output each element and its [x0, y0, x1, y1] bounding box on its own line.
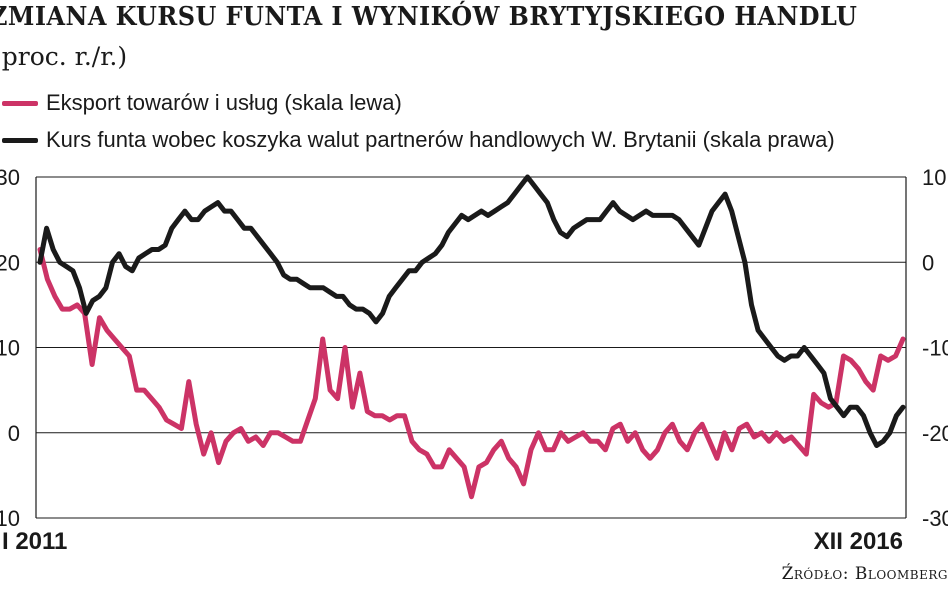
chart-subtitle: (proc. r./r.) — [0, 42, 128, 71]
legend-swatch-eksport — [2, 100, 38, 106]
legend-label-kurs-funta: Kurs funta wobec koszyka walut partnerów… — [46, 127, 835, 152]
left-tick-label: -10 — [0, 506, 20, 531]
left-tick-label: 20 — [0, 250, 20, 275]
left-axis: 30 20 10 0 -10 — [0, 165, 20, 531]
right-tick-label: 10 — [922, 165, 946, 190]
right-axis: 10 0 -10 -20 -30 — [922, 165, 948, 531]
left-tick-label: 30 — [0, 165, 20, 190]
right-tick-label: -30 — [922, 506, 948, 531]
chart-title: Zmiana kursu funta i wyników brytyjskieg… — [0, 2, 858, 32]
right-tick-label: 0 — [922, 250, 934, 275]
left-tick-label: 0 — [8, 421, 20, 446]
legend-item-kurs-funta: Kurs funta wobec koszyka walut partnerów… — [2, 127, 835, 153]
x-tick-label-start: I 2011 — [2, 528, 67, 555]
right-tick-label: -20 — [922, 421, 948, 446]
legend-item-eksport: Eksport towarów i usług (skala lewa) — [2, 90, 402, 116]
right-tick-label: -10 — [922, 336, 948, 361]
left-tick-label: 10 — [0, 336, 20, 361]
series-line-kurs-funta — [37, 174, 906, 448]
x-axis: I 2011 XII 2016 — [2, 528, 903, 555]
grid-lines — [35, 176, 907, 519]
legend-swatch-kurs-funta — [2, 137, 38, 143]
source-note: Źródło: Bloomberg — [781, 564, 948, 584]
legend-label-eksport: Eksport towarów i usług (skala lewa) — [46, 90, 402, 115]
series-line-eksport — [37, 247, 906, 500]
series-lines — [37, 174, 906, 500]
x-tick-label-end: XII 2016 — [814, 528, 903, 555]
